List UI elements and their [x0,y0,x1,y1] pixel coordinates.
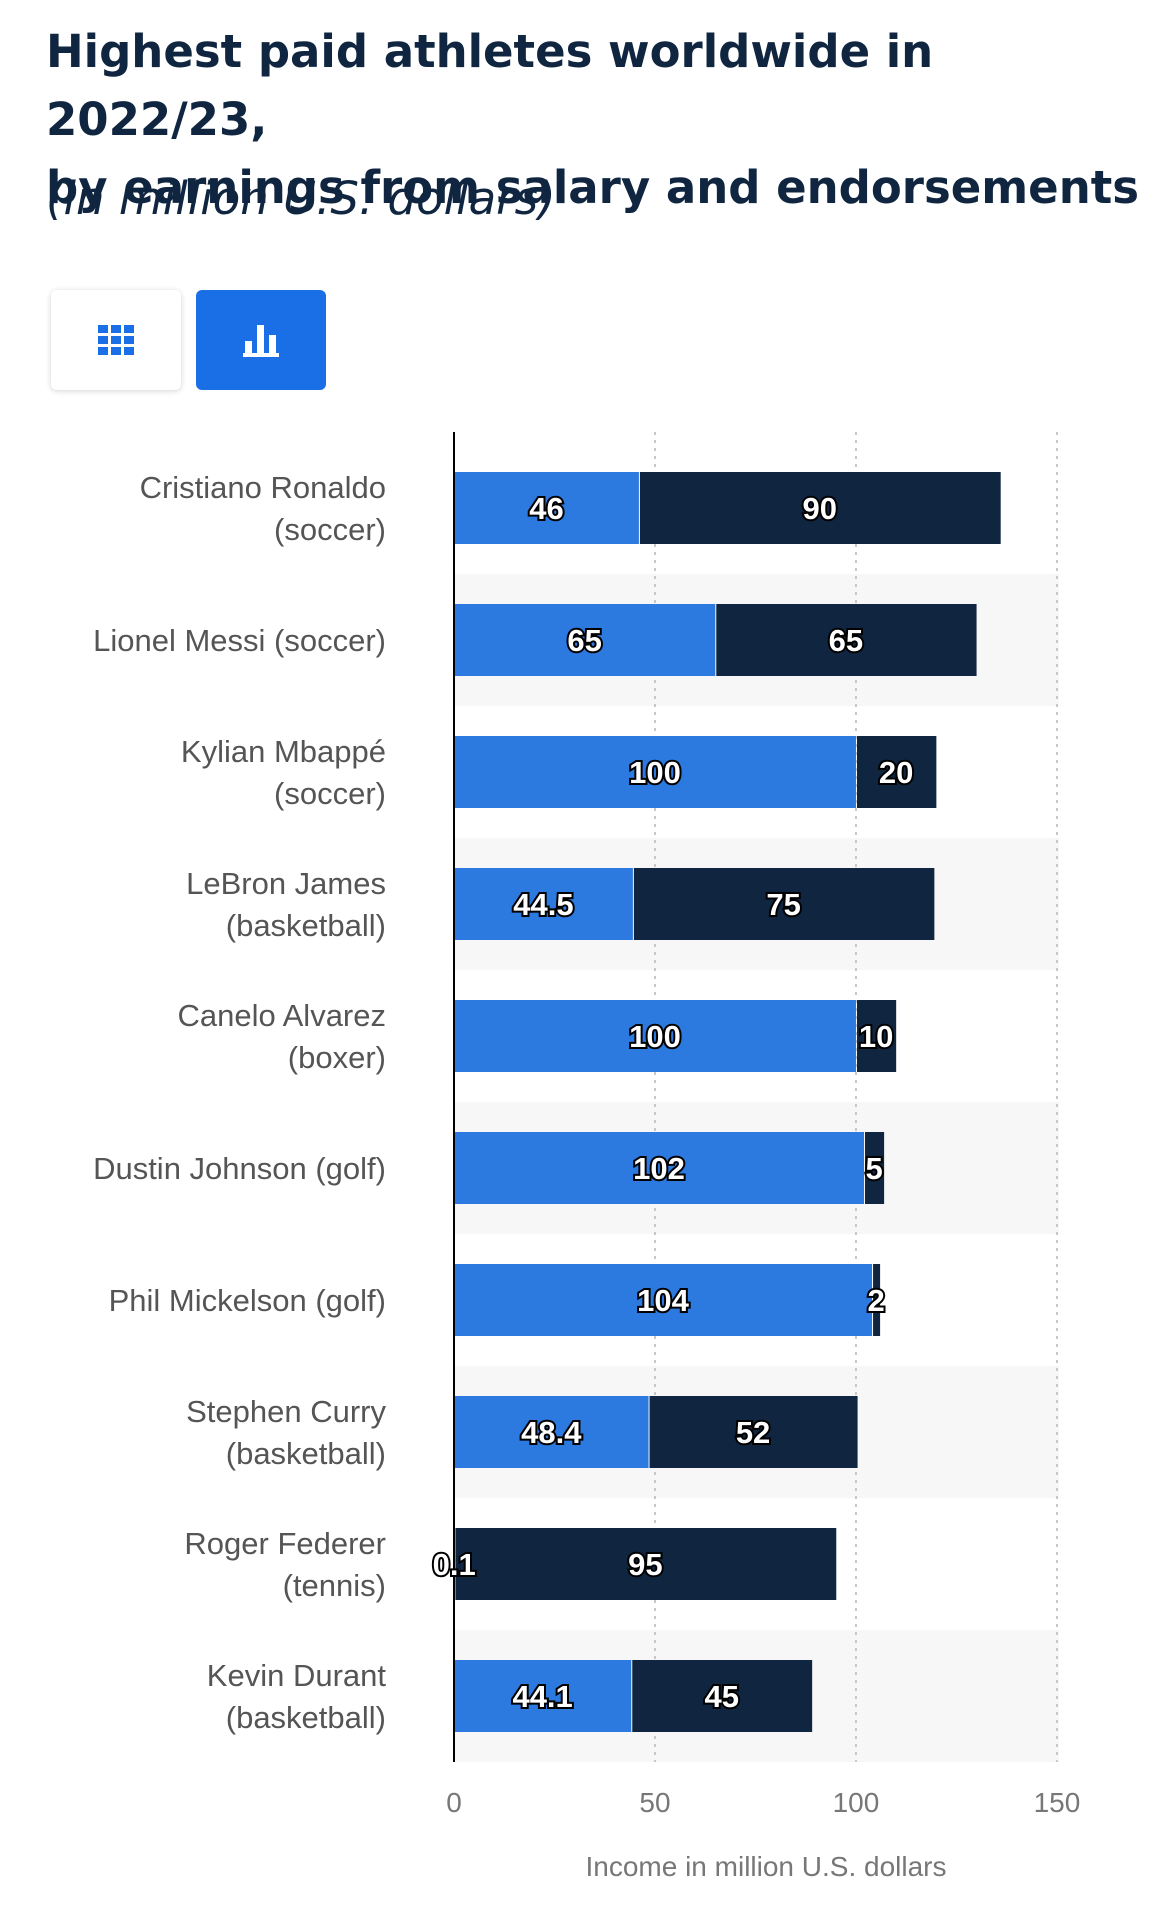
category-label: Canelo Alvarez (boxer) [177,998,386,1075]
x-axis-title: Income in million U.S. dollars [585,1851,946,1882]
category-label: Cristiano Ronaldo (soccer) [140,470,386,547]
bar-salary [454,1396,649,1468]
data-label-salary: 0.1 [433,1547,476,1582]
bar-chart-icon [243,325,279,357]
category-label: Roger Federer (tennis) [184,1526,386,1603]
x-tick-label: 50 [639,1787,670,1818]
category-label-line: (basketball) [226,1700,386,1735]
title-line-2: by earnings from salary and endorsements [46,161,1140,214]
category-label-line: Phil Mickelson (golf) [109,1283,386,1318]
data-label-endorsements: 90 [803,491,837,526]
category-label-line: (soccer) [274,512,386,547]
chart-subtitle: (in million U.S. dollars) [46,172,556,225]
category-label: Stephen Curry (basketball) [186,1394,386,1471]
bar-salary [454,472,639,544]
category-label: Lionel Messi (soccer) [93,623,386,658]
data-label-endorsements: 52 [736,1415,770,1450]
bar-endorsements [632,1660,813,1732]
bar-endorsements [716,604,977,676]
chart-title: Highest paid athletes worldwide in 2022/… [46,18,1146,222]
table-view-button[interactable] [51,290,181,390]
bar-endorsements [639,472,1001,544]
data-label-endorsements: 5 [865,1151,882,1186]
category-label-line: Dustin Johnson (golf) [93,1151,386,1186]
category-label-line: (soccer) [274,776,386,811]
category-label: Dustin Johnson (golf) [93,1151,386,1186]
category-label: Kevin Durant (basketball) [207,1658,387,1735]
x-tick-label: 0 [446,1787,462,1818]
category-label-line: Lionel Messi (soccer) [93,623,386,658]
title-line-1: Highest paid athletes worldwide in 2022/… [46,25,934,146]
data-label-salary: 104 [637,1283,689,1318]
grid-icon [98,325,134,355]
data-label-salary: 100 [629,755,681,790]
bar-endorsements [455,1528,837,1600]
category-label: Kylian Mbappé (soccer) [181,734,386,811]
data-label-endorsements: 95 [628,1547,662,1582]
bar-endorsements [873,1264,881,1336]
category-label: LeBron James (basketball) [186,866,386,943]
bar-salary [454,1132,865,1204]
data-label-endorsements: 75 [766,887,800,922]
bar-endorsements [633,868,935,940]
data-label-endorsements: 20 [879,755,913,790]
category-label-line: Kylian Mbappé [181,734,386,769]
x-tick-label: 150 [1034,1787,1081,1818]
bar-salary [454,868,633,940]
category-label-line: Roger Federer [184,1526,386,1561]
category-label-line: Cristiano Ronaldo [140,470,386,505]
category-label-line: (boxer) [288,1040,386,1075]
bar-endorsements [856,1000,897,1072]
category-label: Phil Mickelson (golf) [109,1283,386,1318]
bar-chart: 0 50 100 150 Income in million U.S. dollars C… [93,432,1081,1882]
data-label-salary: 44.5 [513,887,573,922]
category-label-line: (basketball) [226,908,386,943]
data-label-endorsements: 2 [867,1283,884,1318]
data-label-salary: 48.4 [521,1415,582,1450]
bar-endorsements [856,736,937,808]
data-label-salary: 65 [567,623,601,658]
bar-salary [454,736,856,808]
category-label-line: Stephen Curry [186,1394,386,1429]
category-label-line: Kevin Durant [207,1658,387,1693]
category-label-line: (tennis) [283,1568,386,1603]
category-label-line: Canelo Alvarez [177,998,386,1033]
x-tick-label: 100 [833,1787,880,1818]
data-label-endorsements: 45 [704,1679,738,1714]
data-label-salary: 46 [529,491,563,526]
data-label-salary: 100 [629,1019,681,1054]
data-label-endorsements: 65 [829,623,863,658]
bar-salary [454,1000,856,1072]
bar-salary [454,1264,873,1336]
category-label-line: (basketball) [226,1436,386,1471]
bar-salary [454,604,716,676]
bar-endorsements [649,1396,858,1468]
bar-salary [454,1660,632,1732]
data-label-salary: 102 [633,1151,685,1186]
chart-view-button[interactable] [196,290,326,390]
data-label-salary: 44.1 [512,1679,572,1714]
bar-endorsements [865,1132,885,1204]
category-label-line: LeBron James [186,866,386,901]
data-label-endorsements: 10 [859,1019,893,1054]
